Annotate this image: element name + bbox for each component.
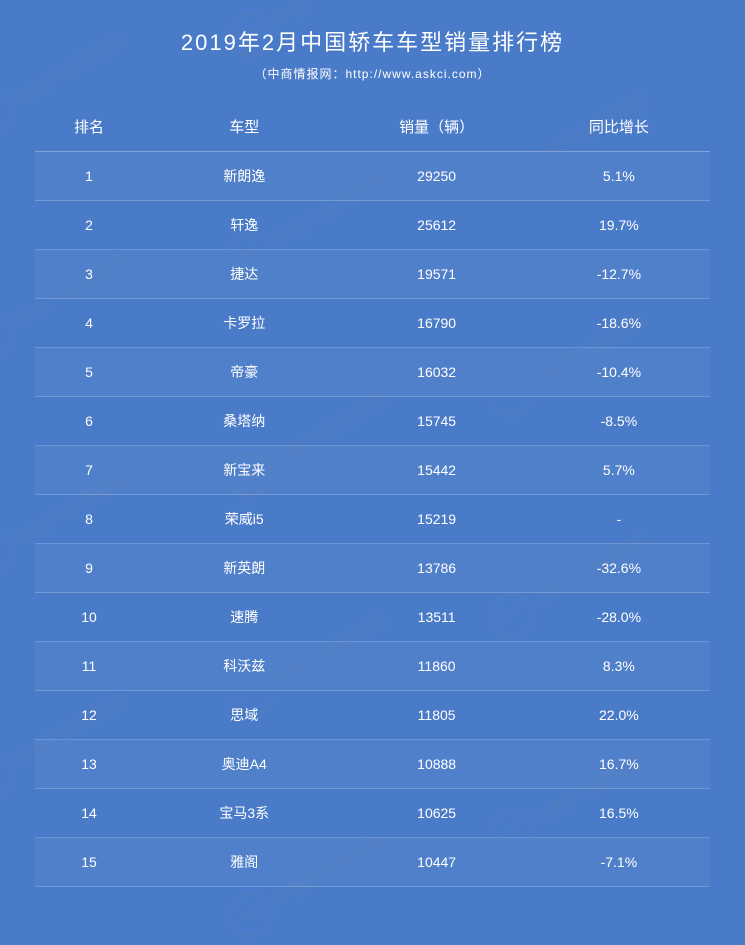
- table-cell: 13786: [346, 544, 528, 593]
- table-cell: 7: [35, 446, 143, 495]
- table-cell: 5.7%: [528, 446, 710, 495]
- table-cell: 宝马3系: [143, 789, 346, 838]
- table-cell: 轩逸: [143, 201, 346, 250]
- table-cell: 13511: [346, 593, 528, 642]
- table-cell: 19571: [346, 250, 528, 299]
- table-row: 5帝豪16032-10.4%: [35, 348, 710, 397]
- table-cell: 2: [35, 201, 143, 250]
- ranking-table: 排名 车型 销量（辆） 同比增长 1新朗逸292505.1%2轩逸2561219…: [35, 102, 710, 887]
- table-cell: -18.6%: [528, 299, 710, 348]
- table-row: 14宝马3系1062516.5%: [35, 789, 710, 838]
- table-cell: 荣威i5: [143, 495, 346, 544]
- table-cell: 10447: [346, 838, 528, 887]
- table-cell: 15745: [346, 397, 528, 446]
- table-row: 15雅阁10447-7.1%: [35, 838, 710, 887]
- table-cell: 15: [35, 838, 143, 887]
- table-cell: 5: [35, 348, 143, 397]
- table-cell: 15219: [346, 495, 528, 544]
- table-container: 2019年2月中国轿车车型销量排行榜 （中商情报网：http://www.ask…: [0, 0, 745, 887]
- table-cell: 10625: [346, 789, 528, 838]
- table-cell: 15442: [346, 446, 528, 495]
- table-cell: -7.1%: [528, 838, 710, 887]
- table-cell: 帝豪: [143, 348, 346, 397]
- header-rank: 排名: [35, 102, 143, 152]
- table-cell: 11: [35, 642, 143, 691]
- table-cell: 16.7%: [528, 740, 710, 789]
- table-cell: 16.5%: [528, 789, 710, 838]
- table-cell: 速腾: [143, 593, 346, 642]
- table-cell: 3: [35, 250, 143, 299]
- table-row: 2轩逸2561219.7%: [35, 201, 710, 250]
- table-cell: 29250: [346, 152, 528, 201]
- table-cell: 9: [35, 544, 143, 593]
- table-cell: 奥迪A4: [143, 740, 346, 789]
- table-cell: 5.1%: [528, 152, 710, 201]
- table-cell: 16032: [346, 348, 528, 397]
- table-cell: 雅阁: [143, 838, 346, 887]
- table-cell: 13: [35, 740, 143, 789]
- table-cell: 25612: [346, 201, 528, 250]
- table-cell: 8.3%: [528, 642, 710, 691]
- table-cell: 卡罗拉: [143, 299, 346, 348]
- table-cell: 科沃兹: [143, 642, 346, 691]
- table-cell: -: [528, 495, 710, 544]
- table-cell: 新朗逸: [143, 152, 346, 201]
- header-growth: 同比增长: [528, 102, 710, 152]
- page-title: 2019年2月中国轿车车型销量排行榜: [35, 25, 710, 57]
- table-cell: 4: [35, 299, 143, 348]
- table-cell: 8: [35, 495, 143, 544]
- table-cell: -12.7%: [528, 250, 710, 299]
- table-body: 1新朗逸292505.1%2轩逸2561219.7%3捷达19571-12.7%…: [35, 152, 710, 887]
- header-model: 车型: [143, 102, 346, 152]
- table-row: 1新朗逸292505.1%: [35, 152, 710, 201]
- table-cell: 桑塔纳: [143, 397, 346, 446]
- table-cell: 新宝来: [143, 446, 346, 495]
- header-sales: 销量（辆）: [346, 102, 528, 152]
- table-cell: 10: [35, 593, 143, 642]
- table-cell: 新英朗: [143, 544, 346, 593]
- table-row: 9新英朗13786-32.6%: [35, 544, 710, 593]
- table-row: 8荣威i515219-: [35, 495, 710, 544]
- table-cell: -8.5%: [528, 397, 710, 446]
- table-cell: -32.6%: [528, 544, 710, 593]
- table-cell: -10.4%: [528, 348, 710, 397]
- table-row: 4卡罗拉16790-18.6%: [35, 299, 710, 348]
- table-row: 6桑塔纳15745-8.5%: [35, 397, 710, 446]
- table-row: 10速腾13511-28.0%: [35, 593, 710, 642]
- table-row: 11科沃兹118608.3%: [35, 642, 710, 691]
- table-cell: 11860: [346, 642, 528, 691]
- table-row: 7新宝来154425.7%: [35, 446, 710, 495]
- table-cell: 1: [35, 152, 143, 201]
- page-subtitle: （中商情报网：http://www.askci.com）: [35, 65, 710, 82]
- table-row: 12思域1180522.0%: [35, 691, 710, 740]
- table-header-row: 排名 车型 销量（辆） 同比增长: [35, 102, 710, 152]
- table-cell: 捷达: [143, 250, 346, 299]
- table-cell: 14: [35, 789, 143, 838]
- table-cell: 22.0%: [528, 691, 710, 740]
- table-row: 13奥迪A41088816.7%: [35, 740, 710, 789]
- table-cell: 6: [35, 397, 143, 446]
- table-cell: 11805: [346, 691, 528, 740]
- table-cell: -28.0%: [528, 593, 710, 642]
- table-cell: 12: [35, 691, 143, 740]
- table-cell: 思域: [143, 691, 346, 740]
- table-cell: 16790: [346, 299, 528, 348]
- table-cell: 10888: [346, 740, 528, 789]
- table-row: 3捷达19571-12.7%: [35, 250, 710, 299]
- table-cell: 19.7%: [528, 201, 710, 250]
